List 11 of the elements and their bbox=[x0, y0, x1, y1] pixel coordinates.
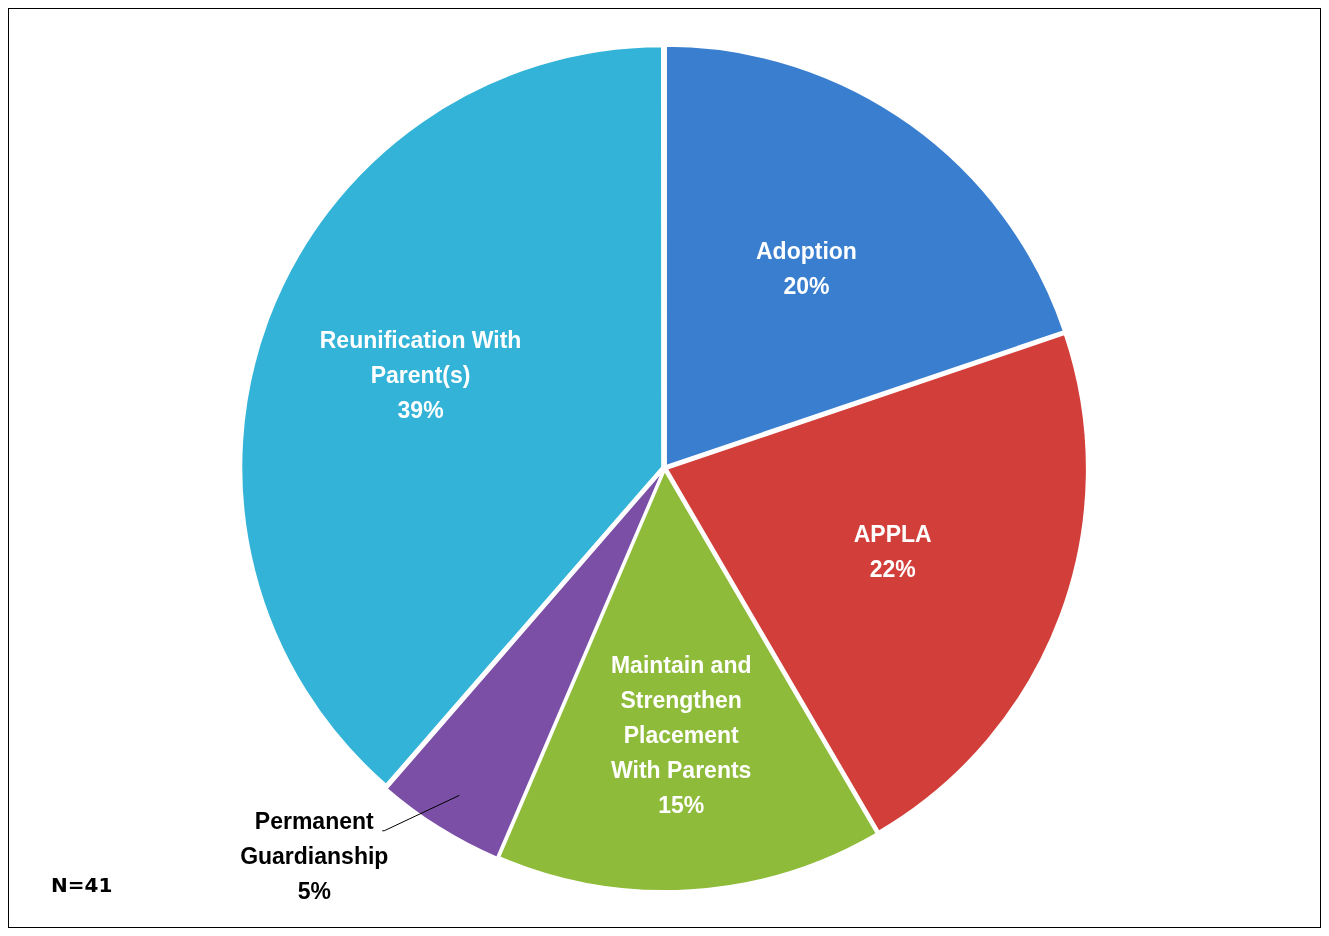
slice-label: Permanent Guardianship bbox=[240, 808, 389, 870]
slice-label: Adoption bbox=[756, 237, 857, 264]
data-label: 15% bbox=[658, 791, 705, 818]
data-label: 22% bbox=[869, 556, 916, 583]
text: N=41 bbox=[51, 873, 113, 897]
slice-label: Maintain and Strengthen Placement With Parents bbox=[610, 651, 752, 783]
data-label: 5% bbox=[297, 878, 331, 905]
slice-label: APPLA bbox=[853, 521, 932, 548]
data-label: 39% bbox=[397, 397, 444, 424]
slice-label: Reunification With Parent(s) bbox=[319, 327, 522, 389]
data-label: 20% bbox=[783, 272, 830, 299]
